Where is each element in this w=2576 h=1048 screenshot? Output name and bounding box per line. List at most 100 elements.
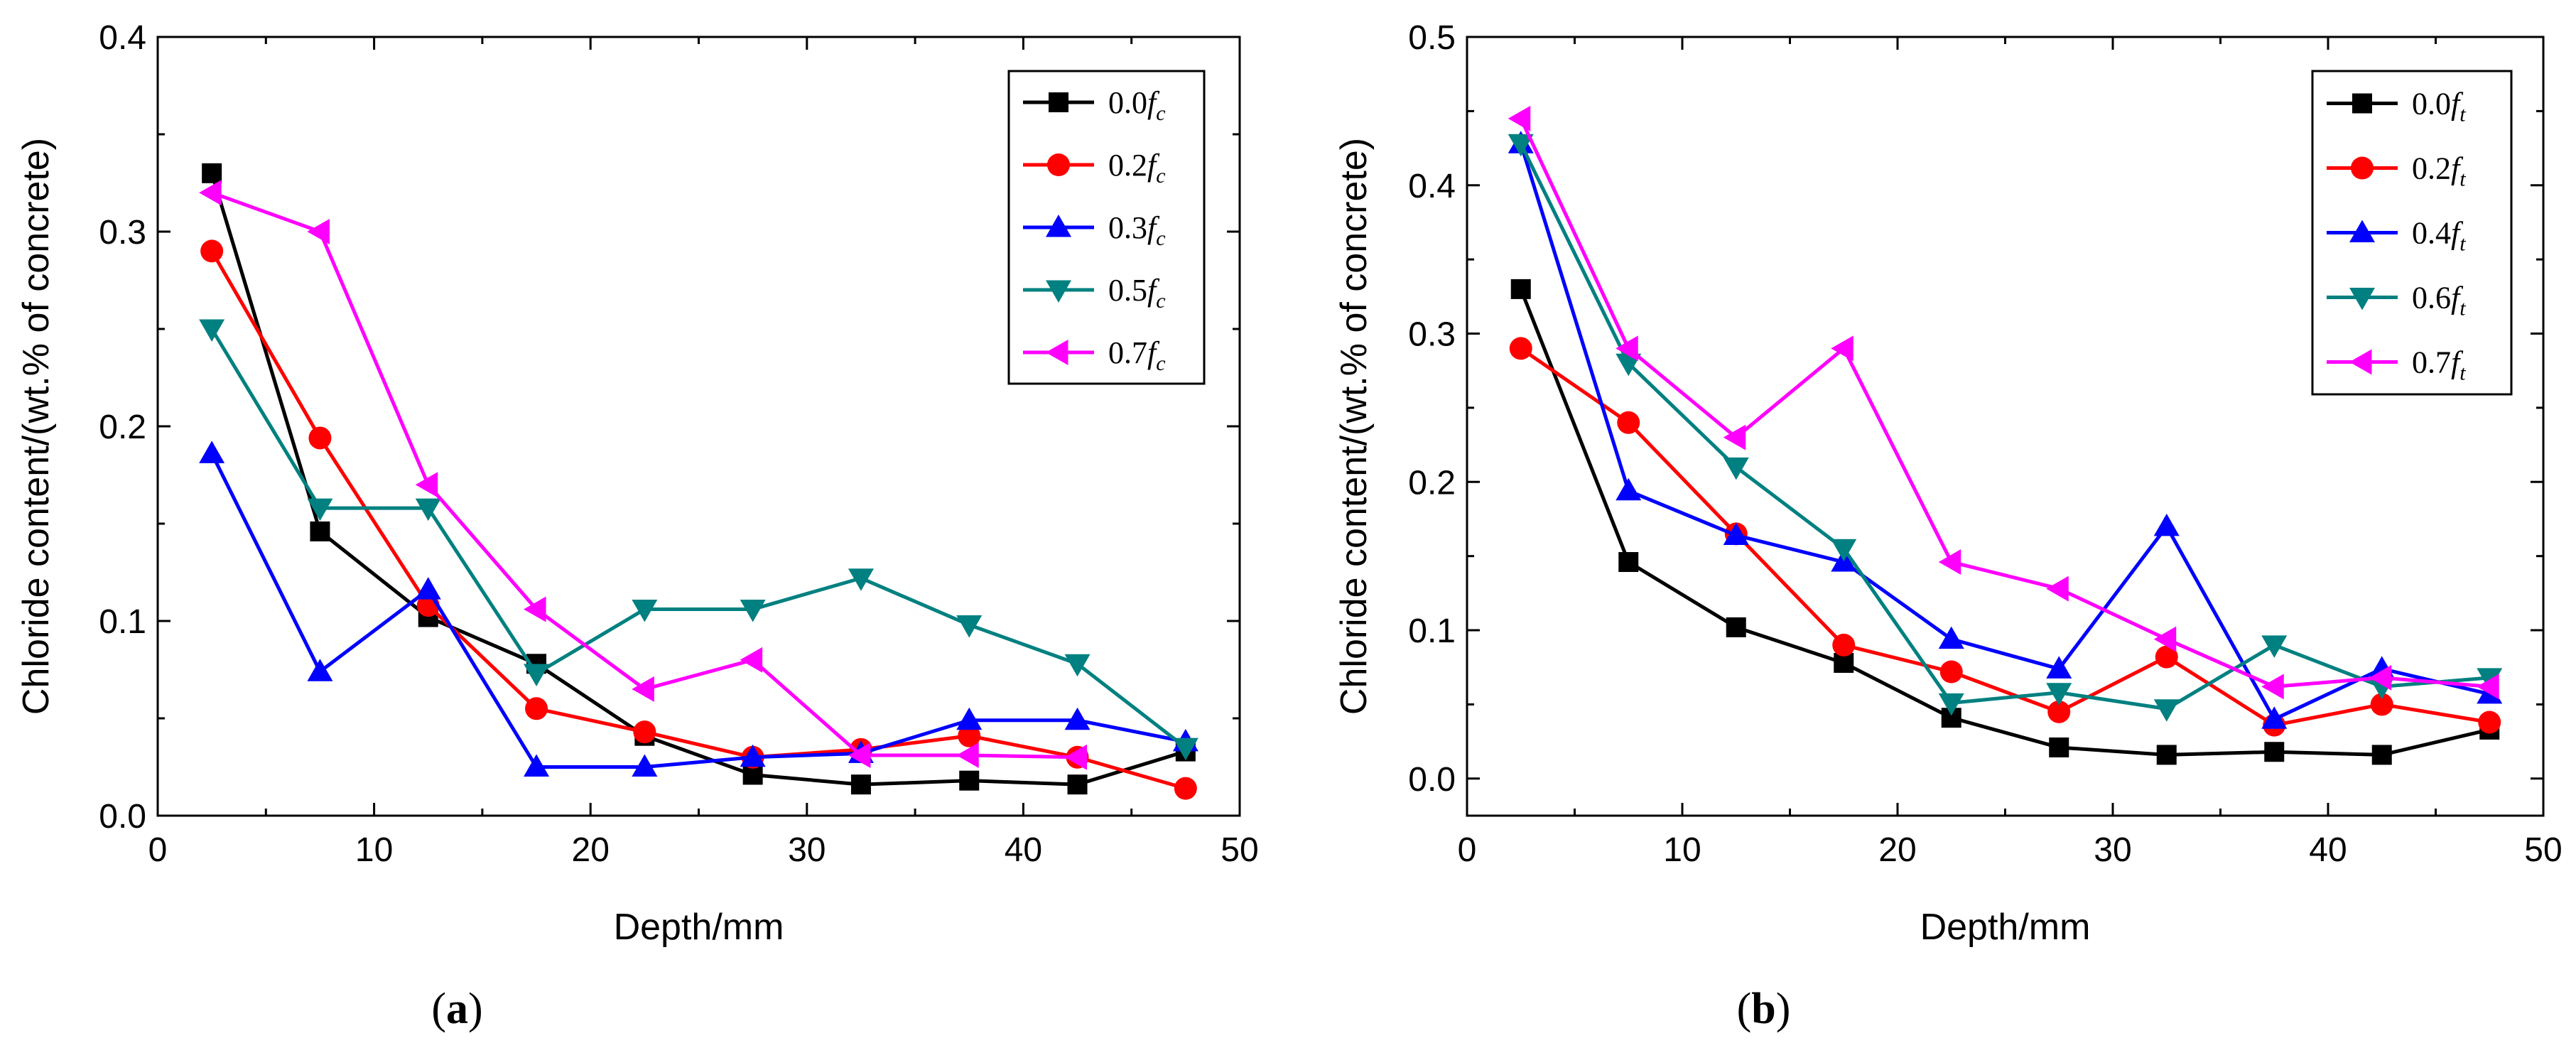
- panel-a-data-point: [632, 676, 654, 702]
- panel-a-data-point: [956, 742, 979, 769]
- panel-b-data-point: [1938, 626, 1964, 649]
- panel-a-legend-marker: [1047, 153, 1070, 176]
- panel-a-y-axis-title: Chloride content/(wt.% of concrete): [16, 138, 57, 715]
- panel-b-legend-marker: [2352, 93, 2372, 114]
- panel-b-data-point: [2153, 626, 2177, 652]
- panel-a-data-point: [415, 577, 441, 600]
- panel-a-data-point: [740, 647, 763, 673]
- panel-b-chart: 0 10 20 30 40 50 0.0 0.1 0.2 0.3 0.4 0.5 Depth/mm Chl…: [1333, 19, 2563, 1033]
- panel-b-data-point: [1617, 411, 1640, 434]
- panel-b-data-point: [1831, 539, 1857, 562]
- panel-a-data-point: [202, 163, 222, 183]
- panel-b-data-point: [1723, 522, 1749, 545]
- panel-a-data-point: [1064, 744, 1088, 770]
- panel-b-data-point: [2370, 693, 2393, 716]
- panel-b-y-tick-label: 0.0: [1408, 761, 1456, 799]
- panel-a-data-point: [199, 319, 225, 342]
- panel-a-data-point: [524, 754, 550, 777]
- panel-a-data-point: [1067, 774, 1088, 795]
- panel-b-data-point: [2155, 645, 2178, 669]
- panel-a-y-tick-label: 0.1: [99, 603, 146, 641]
- panel-b-data-point: [2264, 742, 2285, 762]
- panel-a-data-point: [956, 615, 983, 638]
- panel-b-x-axis-title: Depth/mm: [1920, 907, 2091, 948]
- panel-b-y-tick-label: 0.3: [1408, 316, 1456, 354]
- panel-a-label: (a): [431, 985, 482, 1033]
- panel-b-x-tick-label: 0: [1458, 831, 1477, 869]
- panel-a-y-tick-label: 0.3: [99, 214, 146, 252]
- panel-a-data-point: [310, 521, 330, 541]
- panel-b-data-point: [2046, 656, 2072, 679]
- panel-a-data-point: [307, 498, 333, 522]
- panel-b-legend-label: 0.7ft: [2412, 345, 2466, 385]
- panel-b-data-point: [1723, 424, 1746, 450]
- panel-b-y-tick-label: 0.4: [1408, 168, 1456, 205]
- panel-b-data-point: [1939, 660, 1963, 684]
- panel-a-data-point: [848, 742, 871, 769]
- panel-a-data-point: [200, 239, 224, 263]
- panel-a-x-tick-label: 20: [572, 831, 610, 869]
- panel-a-series-4: [199, 180, 1088, 770]
- panel-b-legend: 0.0ft 0.2ft 0.4ft 0.6ft 0.7ft: [2311, 70, 2513, 396]
- panel-b-x-tick-label: 40: [2309, 831, 2347, 869]
- panel-a-data-point: [740, 600, 766, 622]
- panel-b-data-point: [2046, 683, 2072, 706]
- panel-a-data-point: [1174, 777, 1197, 800]
- panel-a-data-point: [199, 441, 225, 463]
- panel-a-y-tick-label: 0.0: [99, 798, 146, 836]
- panel-a-data-point: [524, 664, 550, 686]
- panel-a-y-tick-label: 0.2: [99, 409, 146, 446]
- panel-a-x-tick-label: 10: [355, 831, 393, 869]
- panel-a-y-tick-label: 0.4: [99, 19, 146, 57]
- panel-b-data-point: [2261, 635, 2288, 658]
- panel-a-data-point: [959, 770, 980, 791]
- panel-a-data-point: [850, 774, 871, 795]
- panel-b-legend-marker: [2349, 349, 2372, 375]
- panel-b-label: (b): [1737, 985, 1791, 1033]
- panel-a-legend-marker: [1046, 280, 1071, 303]
- panel-a-data-point: [307, 659, 333, 681]
- panel-a-data-point: [1064, 654, 1091, 677]
- panel-b-data-point: [1938, 549, 1961, 576]
- panel-a-data-point: [199, 180, 222, 206]
- panel-b-data-point: [1508, 134, 1534, 157]
- panel-a-x-tick-label: 40: [1005, 831, 1042, 869]
- panel-a-data-point: [307, 219, 330, 244]
- panel-b-legend-label: 0.2ft: [2412, 151, 2466, 191]
- panel-b-y-tick-label: 0.2: [1408, 464, 1456, 502]
- panel-b-data-point: [1616, 335, 1638, 362]
- panel-b-data-point: [2153, 513, 2180, 536]
- panel-b-series-line: [1519, 143, 2490, 721]
- panel-a-legend-label: 0.0fc: [1108, 85, 1166, 125]
- panel-a-legend-marker: [1049, 92, 1068, 112]
- panel-a-data-point: [1064, 707, 1091, 730]
- panel-b-data-point: [2261, 674, 2284, 700]
- panel-b-data-point: [1509, 337, 1532, 360]
- panel-b-data-point: [2047, 700, 2071, 723]
- panel-a-data-point: [415, 498, 441, 522]
- panel-b-y-tick-label: 0.1: [1408, 612, 1456, 650]
- panel-b-data-point: [2049, 737, 2069, 757]
- panel-b-data-point: [1831, 335, 1853, 362]
- panel-b-legend-marker: [2351, 156, 2374, 180]
- panel-b-data-point: [2046, 576, 2069, 602]
- panel-b-data-point: [2478, 711, 2501, 734]
- panel-b-legend-label: 0.6ft: [2412, 281, 2466, 320]
- panel-b-x-tick-label: 30: [2094, 831, 2131, 869]
- panel-a-data-point: [632, 754, 658, 777]
- panel-b-y-axis-title: Chloride content/(wt.% of concrete): [1333, 138, 1375, 715]
- panel-a-chart: 0 10 20 30 40 50 0.0 0.1 0.2 0.3 0.4 Depth/mm Chlori…: [16, 19, 1259, 1033]
- panel-b-data-point: [1618, 552, 1639, 573]
- panel-a-x-axis-title: Depth/mm: [614, 907, 784, 948]
- panel-b-data-point: [1938, 693, 1964, 716]
- panel-a-x-tick-label: 0: [148, 831, 168, 869]
- panel-a-data-point: [525, 697, 548, 720]
- panel-a-x-tick-label: 30: [788, 831, 826, 869]
- panel-a-series-line: [210, 328, 1187, 750]
- panel-a-data-point: [632, 600, 658, 622]
- panel-b-series-line: [1519, 288, 2490, 757]
- panel-a-series-line: [211, 190, 1078, 760]
- panel-b-legend-label: 0.4ft: [2412, 216, 2466, 256]
- panel-a-data-point: [415, 472, 438, 498]
